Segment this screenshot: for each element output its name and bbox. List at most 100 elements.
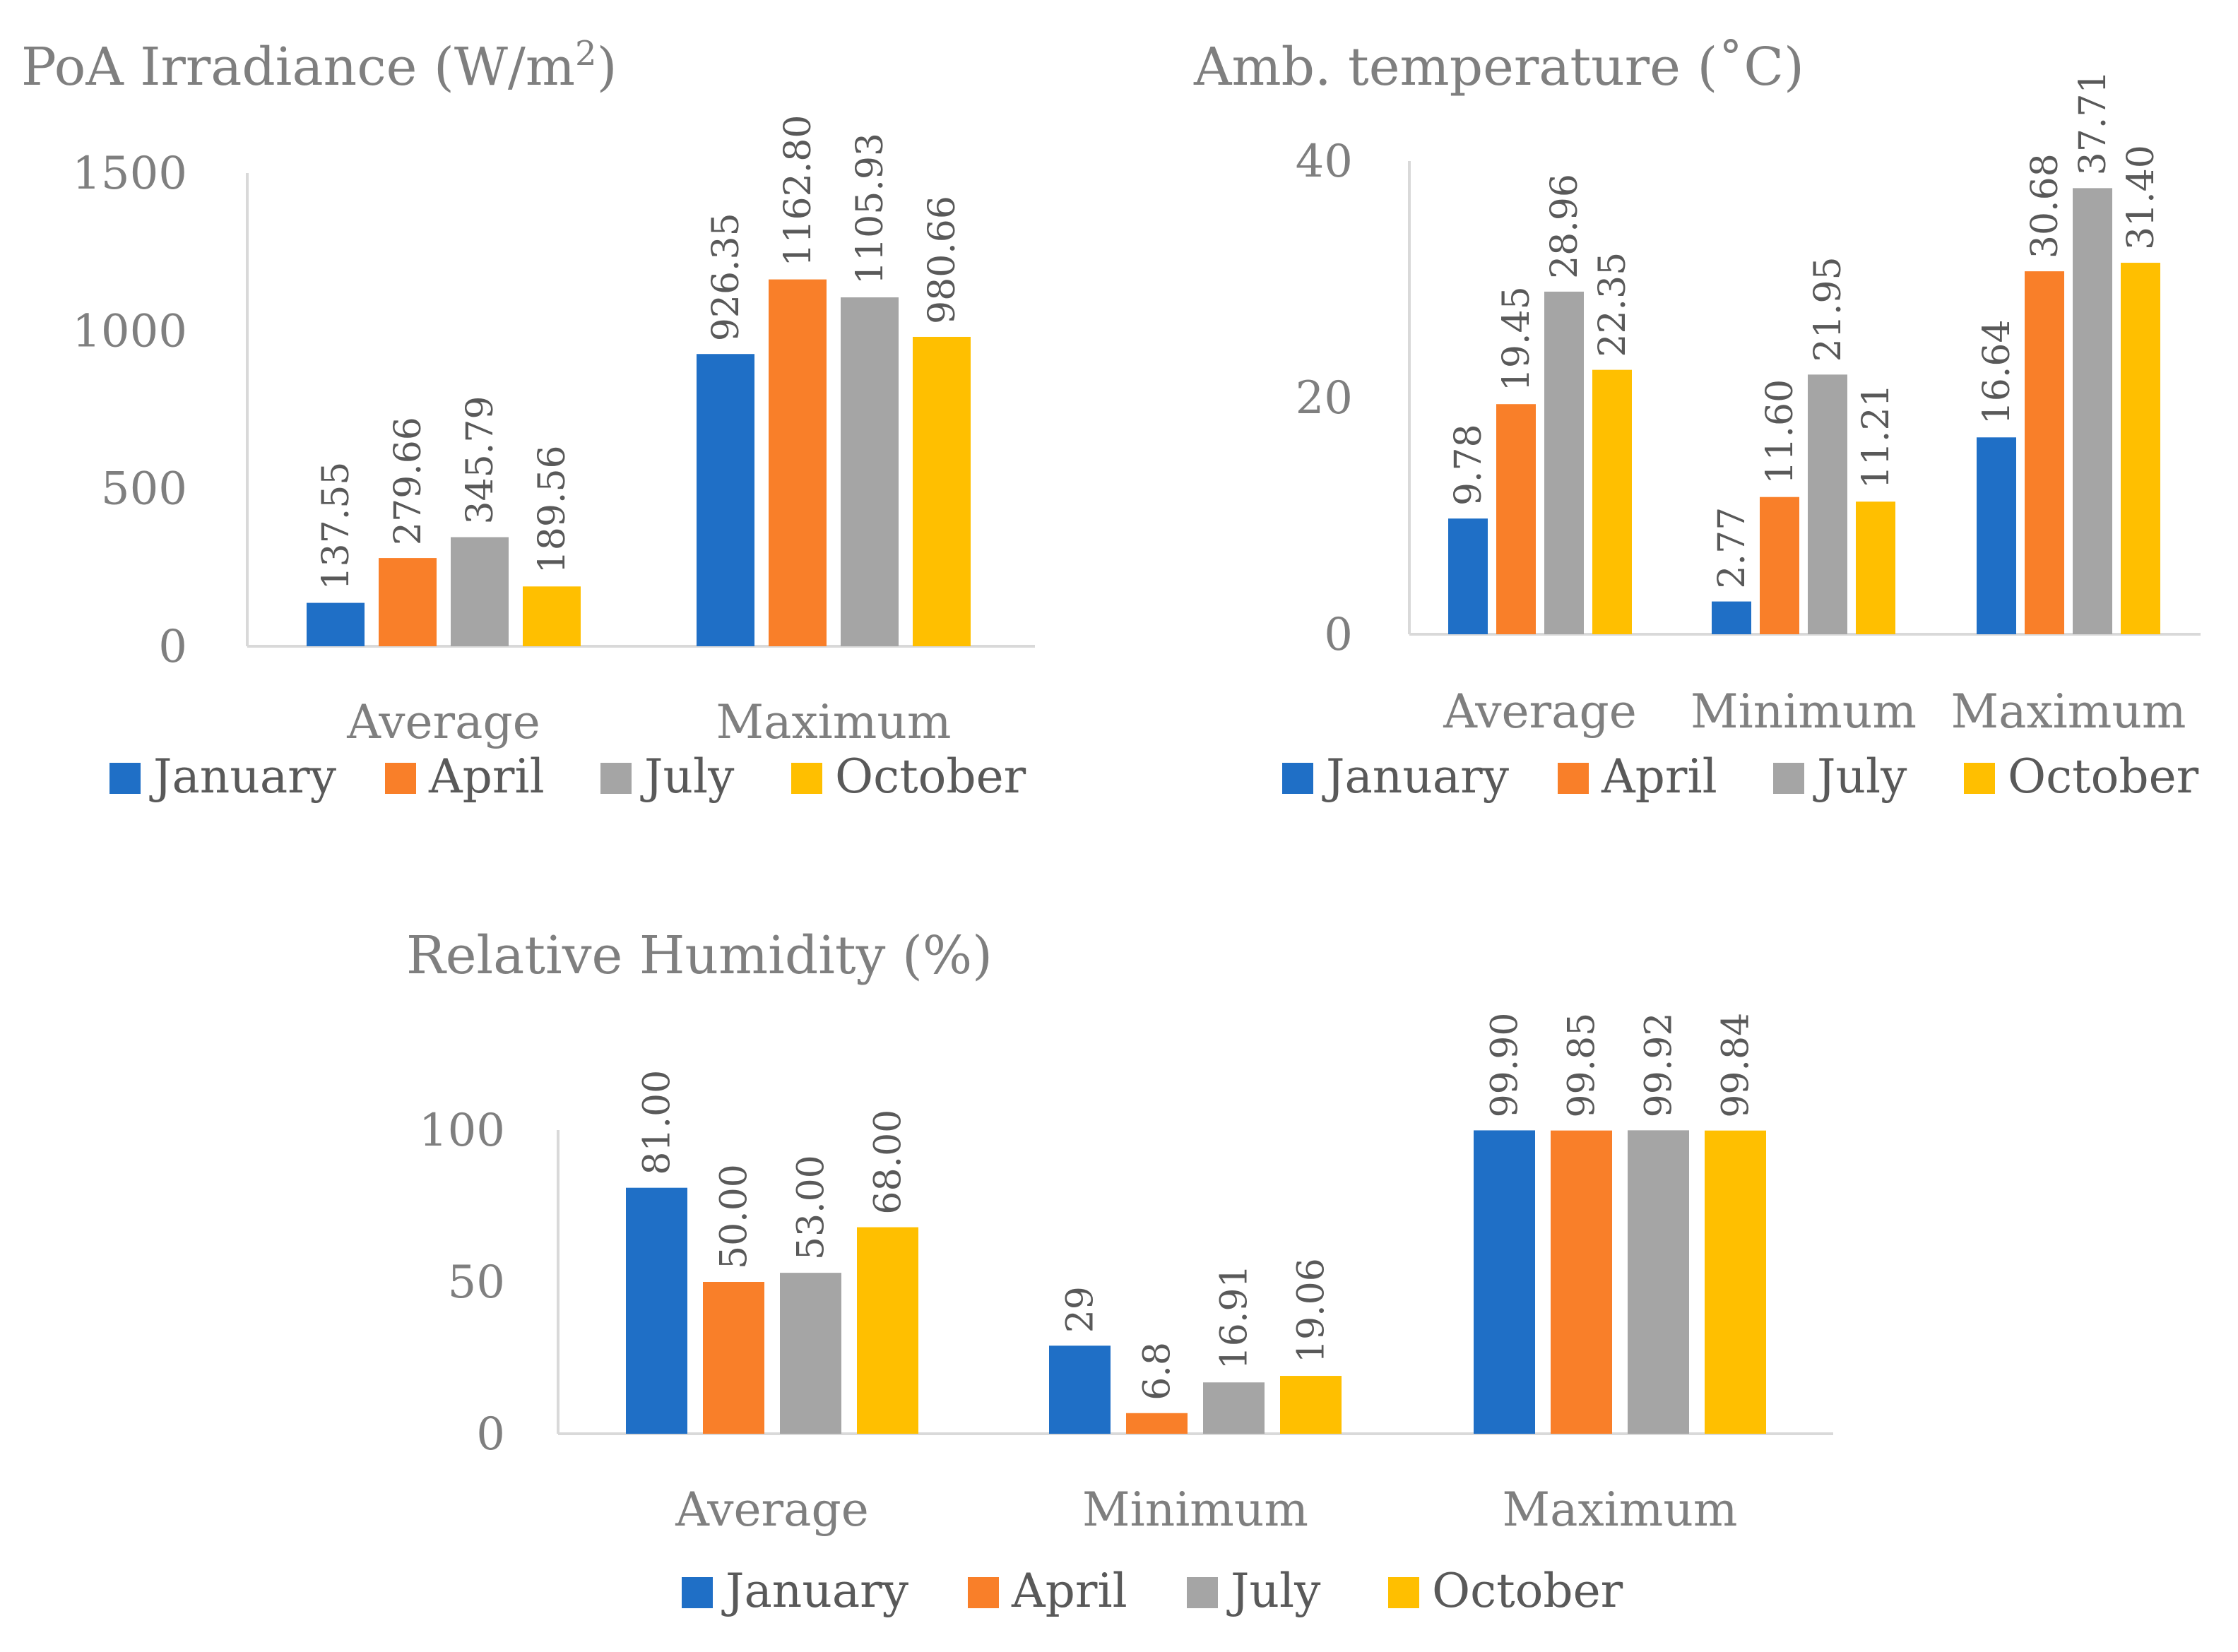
data-label: 11.21: [1855, 384, 1897, 489]
bar-january: [1474, 1130, 1535, 1434]
bar-april: [2025, 271, 2064, 634]
bar-april: [703, 1282, 764, 1434]
data-label: 16.64: [1976, 319, 2018, 424]
bar-july: [1203, 1382, 1265, 1434]
bar-april: [1126, 1413, 1188, 1434]
y-tick-label: 100: [419, 1105, 505, 1157]
legend-swatch-july: [1773, 763, 1804, 794]
irradiance-chart: PoA Irradiance (W/m2) 0 500 1000 1500 Averag…: [21, 34, 1035, 804]
legend-label: July: [1813, 749, 1907, 804]
legend-swatch-april: [1558, 763, 1589, 794]
data-label: 99.84: [1715, 1013, 1758, 1118]
bar-july: [451, 537, 509, 646]
bar-october: [1280, 1376, 1342, 1434]
legend-label: April: [428, 749, 545, 804]
bar-october: [913, 336, 971, 646]
y-tick-label: 0: [476, 1408, 505, 1461]
y-tick-label: 40: [1296, 136, 1353, 188]
data-label: 29: [1060, 1286, 1102, 1333]
y-tick-label: 1000: [72, 305, 187, 357]
data-label: 31.40: [2120, 145, 2162, 250]
bar-october: [857, 1227, 918, 1434]
bar-april: [379, 558, 437, 646]
data-label: 81.00: [637, 1070, 679, 1175]
legend-swatch-january: [109, 763, 141, 794]
bar-january: [307, 602, 365, 646]
bar-july: [780, 1273, 841, 1434]
data-label: 21.95: [1807, 256, 1849, 362]
data-label: 11.60: [1759, 379, 1801, 485]
data-label: 99.92: [1638, 1012, 1681, 1117]
x-category-label: Minimum: [1082, 1482, 1308, 1537]
data-label: 68.00: [868, 1110, 910, 1215]
bar-october: [1592, 369, 1632, 634]
data-label: 2.77: [1711, 507, 1753, 589]
y-tick-label: 0: [1324, 609, 1353, 661]
x-category-label: Average: [675, 1482, 869, 1537]
bar-july: [1544, 291, 1584, 634]
legend-label: July: [640, 749, 735, 804]
x-category-label: Maximum: [1951, 684, 2186, 739]
x-category-label: Average: [1443, 684, 1637, 739]
data-label: 53.00: [791, 1155, 833, 1260]
data-label: 19.45: [1496, 286, 1538, 391]
data-label: 37.71: [2072, 70, 2114, 175]
chart-title: Amb. temperature (˚C): [1193, 37, 1804, 97]
legend-swatch-april: [385, 763, 416, 794]
data-label: 345.79: [459, 396, 502, 525]
legend-swatch-july: [600, 763, 632, 794]
bar-january: [1977, 437, 2016, 634]
bar-october: [1856, 501, 1895, 634]
legend-swatch-january: [682, 1577, 713, 1608]
temperature-chart: Amb. temperature (˚C) 0 20 40 Average 9.7819…: [1193, 37, 2201, 804]
bar-july: [2073, 188, 2112, 634]
data-label: 28.96: [1544, 174, 1586, 279]
data-label: 189.56: [531, 445, 574, 574]
x-category-label: Maximum: [1503, 1482, 1738, 1537]
data-label: 980.66: [921, 196, 964, 324]
data-label: 22.35: [1592, 252, 1634, 357]
bar-january: [697, 354, 754, 646]
data-label: 16.91: [1214, 1264, 1256, 1369]
data-label: 1162.80: [777, 115, 819, 267]
bar-july: [1628, 1130, 1689, 1434]
data-label: 9.78: [1447, 424, 1490, 506]
legend-swatch-january: [1282, 763, 1313, 794]
bar-october: [2121, 263, 2160, 634]
legend-label: April: [1011, 1564, 1127, 1618]
data-label: 926.35: [705, 213, 747, 341]
bar-april: [1496, 404, 1536, 634]
bar-april: [1760, 497, 1799, 634]
legend-label: January: [721, 1564, 909, 1618]
data-label: 50.00: [714, 1164, 756, 1269]
bar-january: [1049, 1345, 1111, 1434]
bar-january: [1448, 518, 1488, 634]
data-label: 137.55: [315, 462, 357, 590]
y-tick-label: 1500: [72, 148, 187, 200]
x-category-label: Average: [346, 695, 540, 749]
bar-july: [1808, 374, 1847, 634]
data-label: 30.68: [2024, 153, 2066, 259]
y-tick-label: 50: [448, 1256, 505, 1309]
legend-label: July: [1226, 1564, 1321, 1618]
bar-january: [626, 1187, 687, 1434]
x-category-label: Minimum: [1691, 684, 1917, 739]
legend-label: October: [2008, 749, 2199, 804]
legend-label: October: [1432, 1564, 1623, 1618]
legend-label: January: [1322, 749, 1510, 804]
legend-label: April: [1601, 749, 1717, 804]
bar-october: [1705, 1130, 1766, 1434]
data-label: 6.8: [1137, 1342, 1179, 1401]
bar-april: [1551, 1130, 1612, 1434]
x-category-label: Maximum: [716, 695, 952, 749]
chart-title: Relative Humidity (%): [406, 925, 993, 986]
legend-swatch-october: [791, 763, 822, 794]
legend-swatch-october: [1388, 1577, 1419, 1608]
bar-july: [841, 297, 899, 646]
data-label: 99.85: [1561, 1013, 1604, 1118]
y-tick-label: 20: [1296, 372, 1353, 424]
bar-january: [1712, 601, 1751, 634]
bar-october: [523, 586, 581, 646]
data-label: 1105.93: [849, 133, 892, 285]
